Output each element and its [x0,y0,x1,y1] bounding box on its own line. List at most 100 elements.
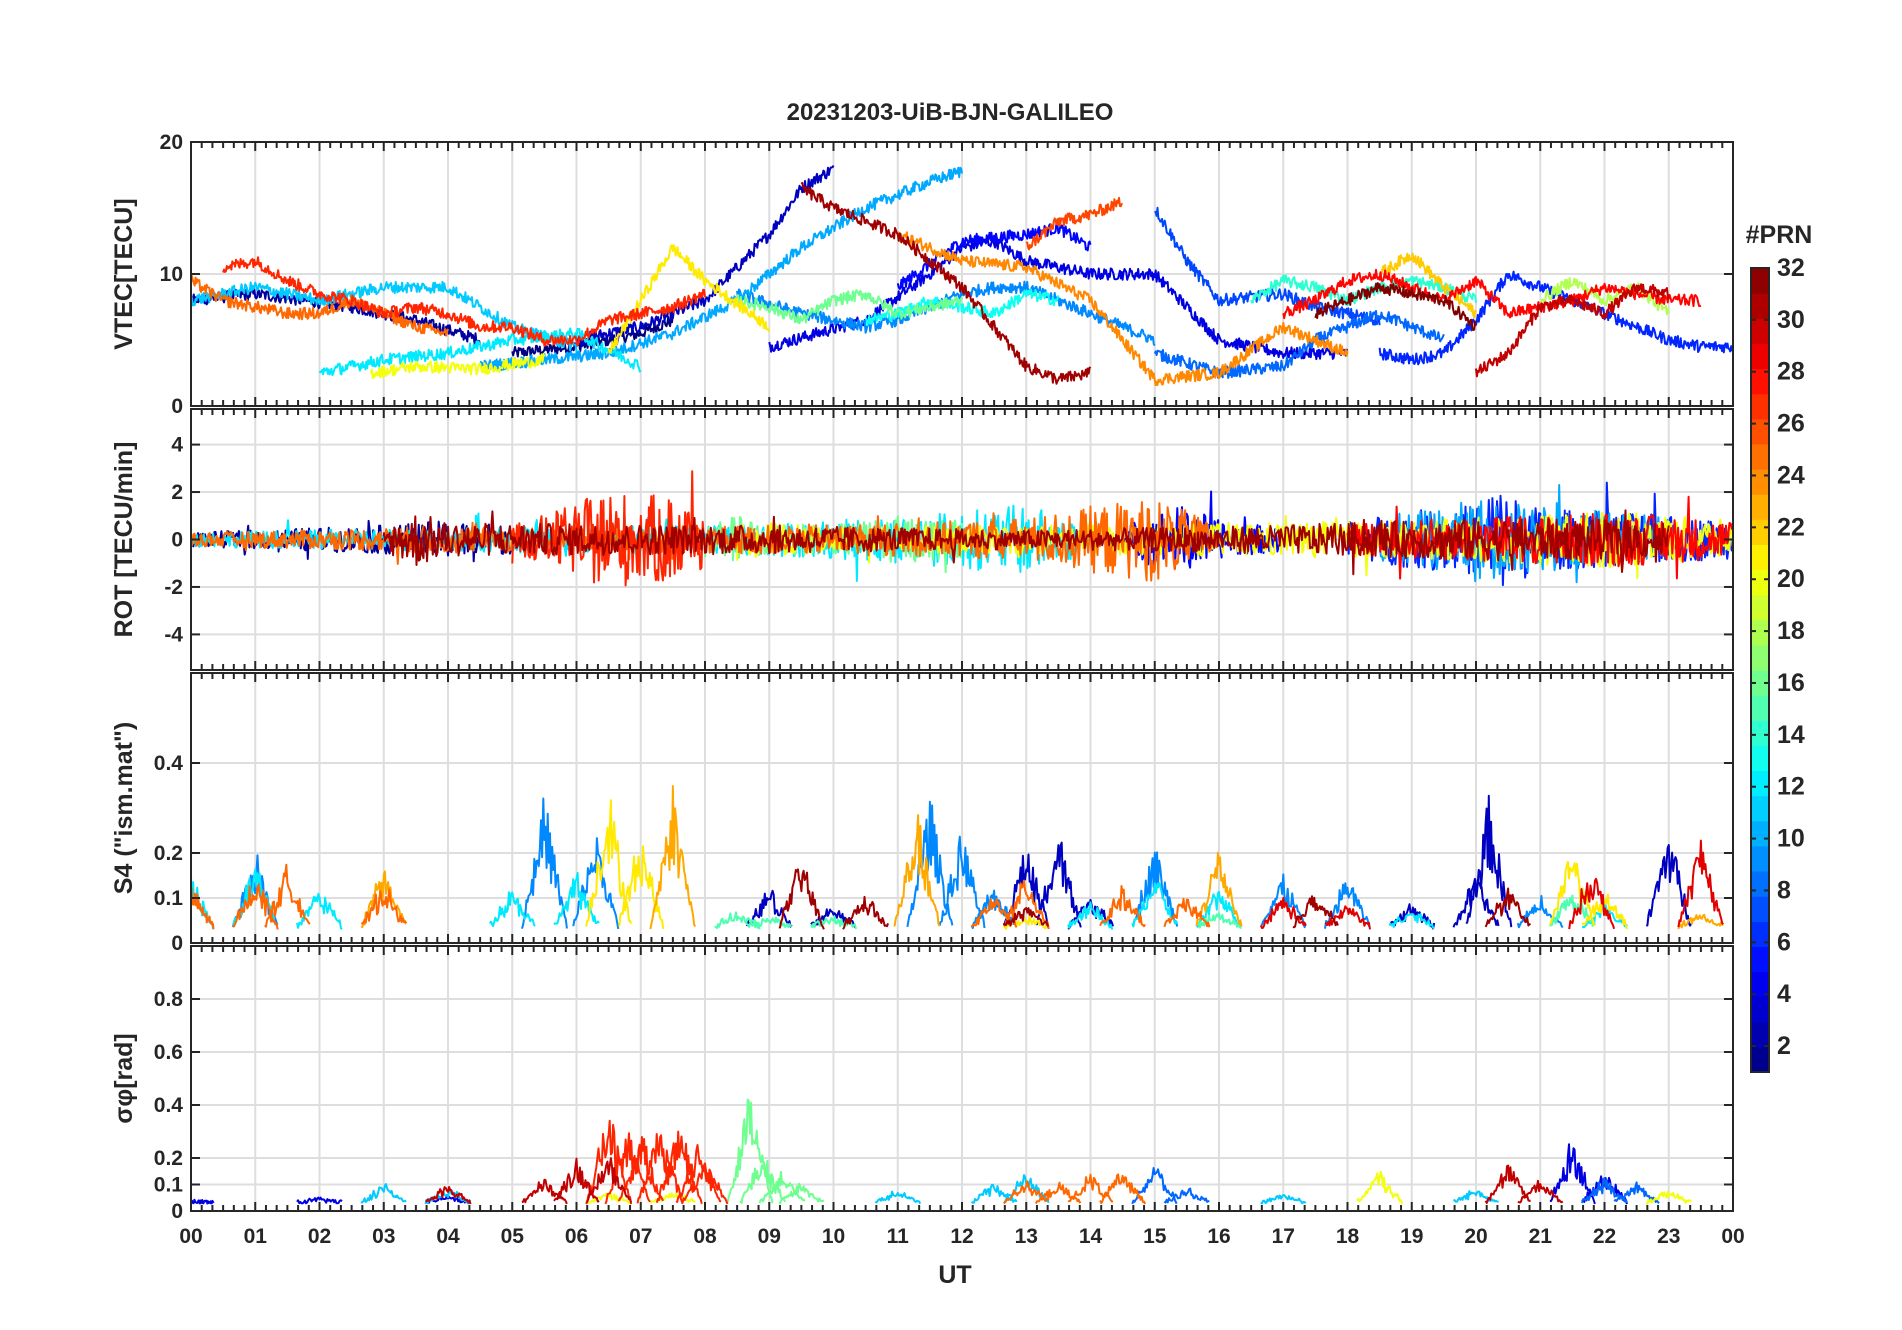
series-line-prn-12 [553,871,600,926]
x-tick-label: 10 [822,1225,845,1248]
series-group [191,785,1724,930]
series-line-prn-3 [1645,844,1693,927]
series-line-prn-25 [1099,885,1146,928]
series-line-prn-25 [360,888,408,925]
series-line-prn-21 [607,244,771,354]
x-tick-label: 16 [1207,1225,1230,1248]
series-line-prn-30 [521,1178,568,1205]
series-line-prn-27 [222,256,706,347]
colorbar-tick-label: 14 [1777,721,1805,749]
series-line-prn-21 [585,799,633,927]
x-tick-label: 20 [1464,1225,1487,1248]
colorbar-tick-label: 32 [1777,254,1805,282]
x-tick-label: 04 [436,1225,460,1248]
x-tick-label: 02 [308,1225,331,1248]
series-line-prn-31 [1002,907,1050,927]
colorbar-swatch [1751,921,1769,947]
colorbar-frame [1750,267,1770,1073]
series-line-prn-30 [585,1157,633,1203]
series-line-prn-12 [318,327,642,377]
series-line-prn-25 [191,275,449,337]
colorbar-swatch [1751,569,1769,596]
y-tick-label: -4 [164,623,183,646]
series-line-prn-3 [1035,841,1082,928]
colorbar-label: #PRN [1746,221,1813,249]
y-tick-label: 0 [171,1200,183,1223]
series-line-prn-9 [520,797,568,930]
y-tick-label: 0.1 [154,887,184,910]
colorbar-tick-label: 30 [1777,306,1805,334]
colorbar-swatch [1751,318,1769,344]
series-line-prn-30 [1475,283,1670,378]
y-tick-label: 0.2 [154,842,183,865]
series-line-prn-25 [1003,1180,1050,1205]
x-tick-label: 06 [565,1225,588,1248]
series-line-prn-21 [1581,893,1628,930]
axes-frame [190,945,1734,1212]
colorbar-tick-label: 6 [1777,928,1791,956]
series-line-prn-29 [1677,839,1724,928]
axes-frame [190,408,1734,671]
x-axis-label: UT [938,1261,971,1289]
series-line-prn-7 [1154,206,1381,326]
series-line-prn-8 [1581,1177,1628,1204]
series-line-prn-25 [1099,1173,1147,1205]
panel-rot: -4 -2 0 2 4 ROT [TECU/min] [110,408,1734,671]
series-line-prn-20 [1356,1170,1404,1205]
y-tick-label: 0.2 [154,1147,183,1170]
colorbar-swatch [1751,619,1769,646]
x-tick-label: 03 [372,1225,395,1248]
colorbar-swatch [1751,946,1769,973]
series-line-prn-16 [778,1182,825,1205]
series-line-prn-25 [264,863,311,928]
x-tick-label: 01 [244,1225,268,1248]
colorbar-swatch [1751,820,1769,847]
series-line-prn-23 [1677,913,1724,930]
colorbar-swatch [1751,795,1769,822]
colorbar-swatch [1751,343,1769,370]
series-line-prn-20 [369,353,546,380]
series-line-prn-21 [618,845,665,930]
colorbar-tick-label: 10 [1777,825,1805,853]
colorbar-swatch [1751,544,1769,571]
series-line-prn-4 [1549,1143,1596,1205]
x-tick-label: 22 [1593,1225,1616,1248]
x-tick-label: 00 [1721,1225,1744,1248]
panels-group: 0 10 20 VTEC[TECU] -4 -2 0 2 4 ROT [TECU/min] 0 0.1… [110,131,1734,1223]
x-tick-label: 21 [1529,1225,1553,1248]
x-tick-label: 08 [693,1225,717,1248]
series-line-prn-22 [1378,252,1477,319]
colorbar-swatch [1751,368,1769,395]
x-tick-label: 09 [758,1225,781,1248]
series-line-prn-29 [1568,877,1616,930]
series-line-prn-27 [636,1133,684,1205]
y-tick-label: 20 [160,131,183,154]
colorbar-swatch [1751,695,1769,721]
colorbar-tick-label: 18 [1777,617,1805,645]
series-line-prn-16 [758,1170,806,1204]
y-axis-label: S4 ("ism.mat") [110,722,138,894]
y-tick-label: -2 [164,576,183,599]
x-tick-label: 17 [1272,1225,1295,1248]
colorbar-swatch [1751,418,1769,445]
series-line-prn-31 [1292,895,1339,929]
series-line-prn-21 [1548,860,1596,927]
series-line-prn-12 [1067,901,1114,930]
colorbar-swatch [1751,670,1769,696]
y-tick-label: 0 [171,932,183,955]
colorbar-swatch [1751,268,1769,294]
series-line-prn-3 [575,165,835,346]
series-line-prn-11 [1453,1190,1499,1203]
axes-frame [190,141,1734,407]
series-line-prn-27 [681,1162,729,1205]
series-line-prn-11 [1260,1194,1307,1205]
y-tick-label: 10 [160,263,183,286]
x-tick-label: 23 [1657,1225,1680,1248]
series-line-prn-30 [425,1186,472,1205]
colorbar-tick-label: 16 [1777,669,1805,697]
x-tick-label: 14 [1079,1225,1103,1248]
x-tick-label: 18 [1336,1225,1360,1248]
chart-title: 20231203-UiB-BJN-GALILEO [787,99,1114,126]
series-line-prn-23 [1195,851,1243,927]
